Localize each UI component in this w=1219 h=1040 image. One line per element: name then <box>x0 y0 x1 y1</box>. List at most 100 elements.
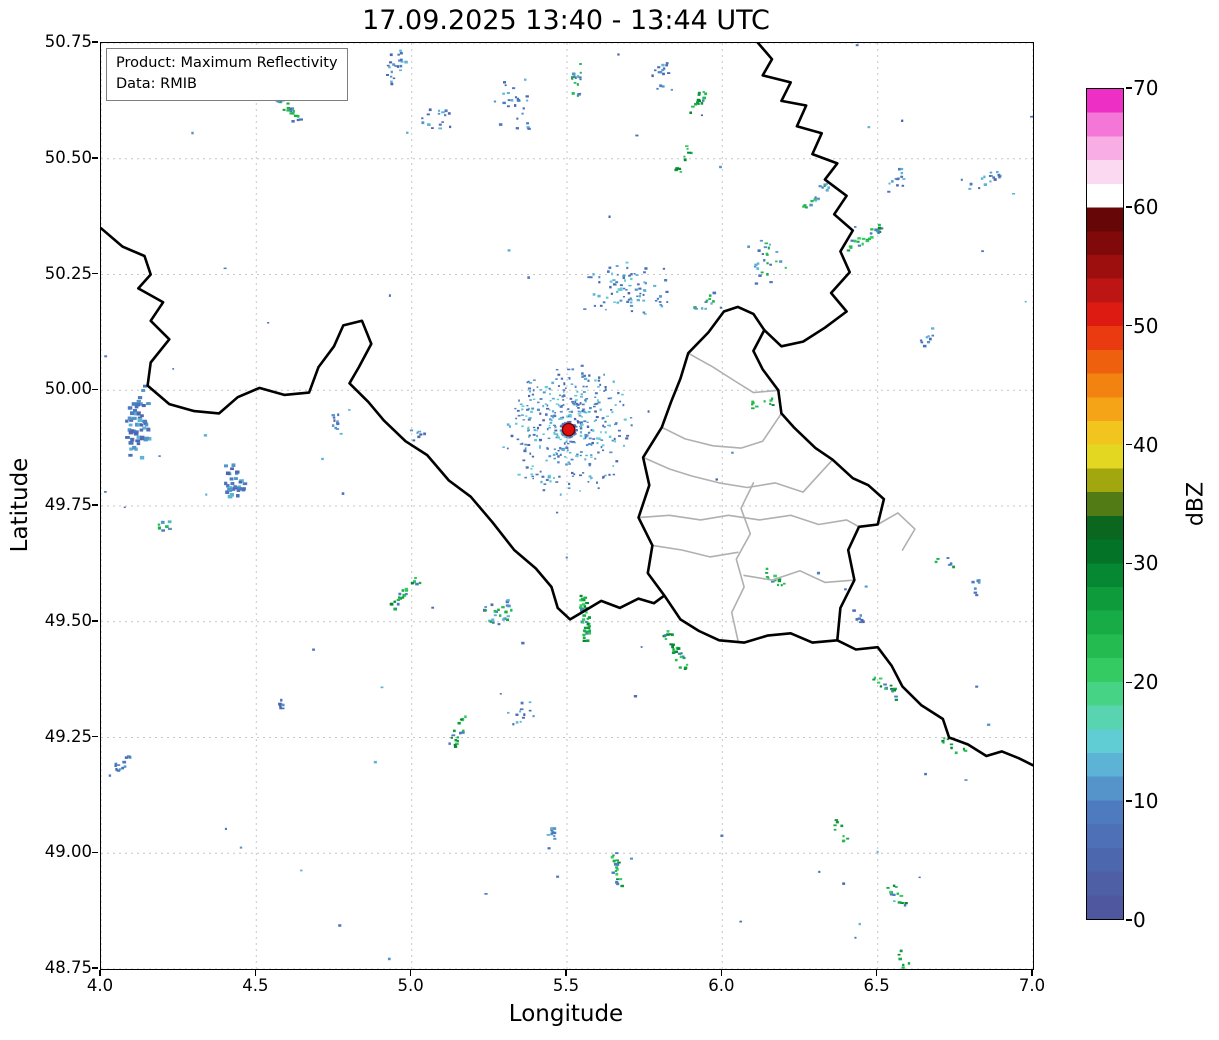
map-canvas <box>101 43 1033 969</box>
echo-cluster <box>483 599 513 626</box>
region-border <box>743 569 856 584</box>
echo-cluster <box>610 852 624 888</box>
y-tick-mark <box>92 504 99 506</box>
echo-cluster <box>448 715 467 748</box>
region-border <box>687 352 780 394</box>
echo-cluster <box>570 63 582 97</box>
y-tick-label: 49.00 <box>44 842 92 862</box>
echo-cluster <box>125 384 152 460</box>
colorbar-tick-label: 60 <box>1133 194 1159 219</box>
echo-cluster <box>331 409 351 435</box>
x-tick-label: 6.5 <box>863 976 890 995</box>
grid-lines <box>101 43 1033 969</box>
y-tick-label: 50.75 <box>44 32 92 51</box>
country-border <box>756 43 855 348</box>
echo-cluster <box>833 819 850 843</box>
echo-cluster <box>421 108 452 130</box>
echo-cluster <box>846 223 884 252</box>
colorbar-tick-mark <box>1125 324 1132 327</box>
y-tick-mark <box>92 41 99 43</box>
echo-cluster <box>389 577 422 611</box>
x-tick-label: 4.0 <box>86 976 114 995</box>
colorbar-tick-mark <box>1125 562 1132 565</box>
colorbar-tick-label: 10 <box>1133 789 1159 814</box>
colorbar-tick-label: 70 <box>1133 76 1159 100</box>
y-tick-label: 49.75 <box>44 495 92 514</box>
echo-cluster <box>689 91 708 114</box>
product-info-box: Product: Maximum Reflectivity Data: RMIB <box>106 48 348 102</box>
echo-cluster <box>507 701 535 726</box>
y-tick-mark <box>92 967 99 969</box>
echo-cluster <box>765 567 786 587</box>
echo-cluster <box>546 827 557 850</box>
colorbar-tick-mark <box>1125 681 1132 684</box>
region-border <box>876 512 916 551</box>
colorbar-tick-label: 40 <box>1133 432 1159 457</box>
echo-cluster <box>579 594 592 642</box>
y-tick-label: 49.50 <box>44 610 92 630</box>
echo-cluster <box>897 949 911 969</box>
echo-cluster <box>852 609 865 624</box>
borders-layer <box>101 43 1033 767</box>
colorbar-tick-mark <box>1125 87 1132 89</box>
country-border <box>835 638 1033 767</box>
radar-echoes <box>104 44 1033 969</box>
echo-cluster <box>493 78 531 130</box>
x-tick-mark <box>1031 969 1033 976</box>
echo-cluster <box>386 49 408 86</box>
echo-cluster <box>886 884 908 907</box>
y-tick-mark <box>92 157 99 159</box>
x-tick-mark <box>409 969 412 976</box>
x-tick-mark <box>254 969 257 976</box>
echo-cluster <box>278 698 285 710</box>
echo-cluster <box>747 239 787 285</box>
colorbar-tick-mark <box>1125 443 1132 446</box>
x-tick-mark <box>99 969 101 976</box>
y-tick-label: 49.25 <box>44 726 92 746</box>
echo-cluster <box>802 183 830 209</box>
y-axis-label: Latitude <box>7 457 33 553</box>
echo-cluster <box>104 44 1033 961</box>
colorbar-tick-label: 30 <box>1133 551 1159 576</box>
echo-cluster <box>872 676 898 701</box>
echo-cluster <box>941 737 968 755</box>
x-tick-label: 7.0 <box>1018 976 1046 995</box>
x-axis-label: Longitude <box>508 1001 624 1027</box>
x-tick-label: 5.5 <box>552 976 580 995</box>
echo-cluster <box>157 520 172 532</box>
country-border <box>101 226 665 621</box>
echo-cluster <box>887 167 906 193</box>
y-tick-mark <box>92 735 99 738</box>
y-tick-label: 48.75 <box>44 958 92 977</box>
region-border <box>642 456 834 493</box>
echo-cluster <box>409 429 426 442</box>
y-tick-label: 50.25 <box>44 263 92 283</box>
y-tick-mark <box>92 272 99 275</box>
region-border <box>660 412 783 449</box>
echo-cluster <box>651 62 673 91</box>
echo-cluster <box>919 327 935 348</box>
country-border <box>637 305 886 644</box>
y-tick-mark <box>92 388 99 390</box>
echo-cluster <box>674 145 693 173</box>
echo-cluster <box>662 630 689 670</box>
echo-cluster <box>971 579 981 597</box>
map-plot-area: Product: Maximum Reflectivity Data: RMIB <box>100 42 1034 970</box>
y-tick-label: 50.50 <box>44 147 92 167</box>
colorbar-tick-label: 0 <box>1133 908 1146 932</box>
x-tick-label: 6.0 <box>708 976 735 995</box>
region-border <box>730 482 755 642</box>
data-source-line: Data: RMIB <box>116 76 197 93</box>
x-tick-mark <box>565 969 567 976</box>
colorbar-tick-mark <box>1125 919 1132 921</box>
x-tick-mark <box>875 969 878 976</box>
radar-site-marker <box>561 422 576 437</box>
x-tick-label: 4.5 <box>242 976 269 995</box>
echo-cluster <box>224 463 248 499</box>
echo-cluster <box>751 397 775 410</box>
echo-cluster <box>583 261 669 315</box>
y-tick-label: 50.00 <box>44 379 92 399</box>
colorbar <box>1086 88 1124 920</box>
colorbar-tick-label: 20 <box>1133 670 1159 695</box>
